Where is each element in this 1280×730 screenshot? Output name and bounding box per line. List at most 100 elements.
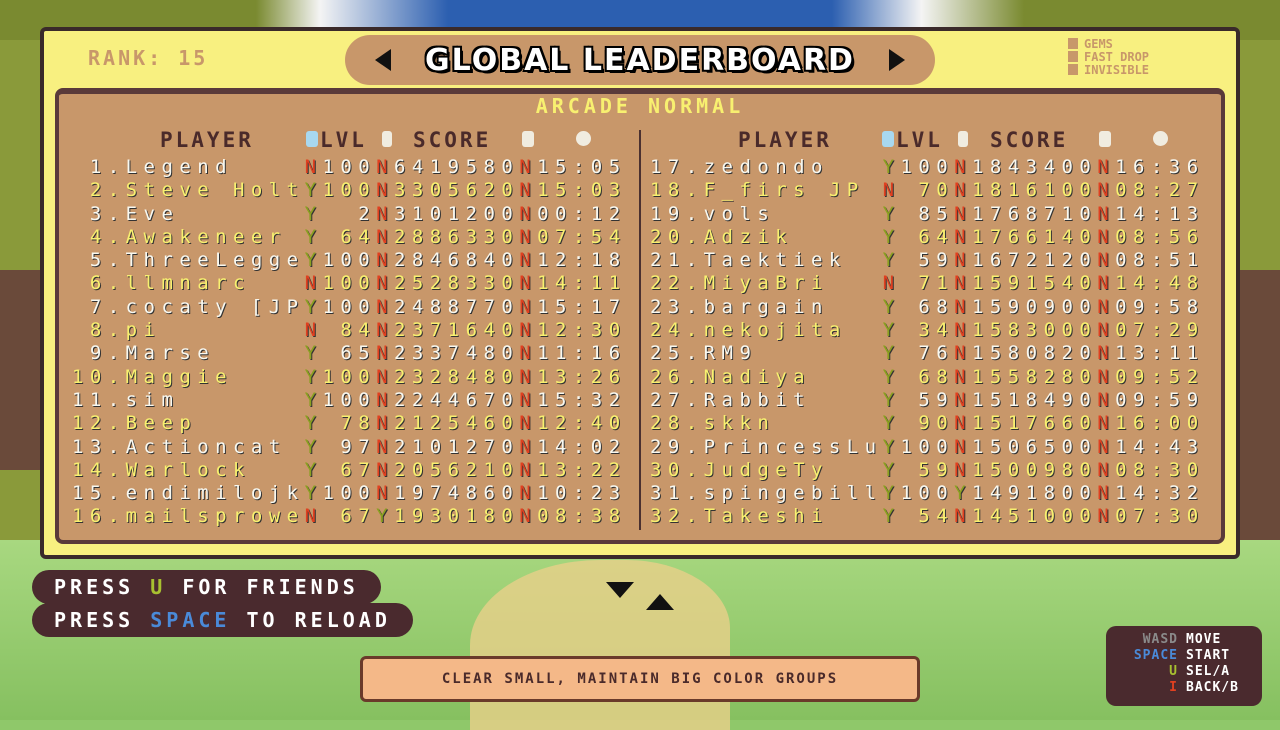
table-row[interactable]: 10.Maggie Y100N2328480N13:26 <box>72 366 627 389</box>
gems-flag: Y <box>304 249 323 272</box>
table-row[interactable]: 26.Nadiya Y 68N1558280N09:52 <box>650 366 1205 389</box>
score-cell: 1583000 <box>972 319 1098 342</box>
score-cell: 1518490 <box>972 388 1098 411</box>
player-name-cell: Takeshi <box>703 505 883 528</box>
rank-cell: 4. <box>72 225 126 248</box>
player-name-cell: Beep <box>125 412 305 435</box>
player-name-cell: vols <box>703 202 883 225</box>
level-cell: 90 <box>900 412 955 435</box>
score-cell: 1558280 <box>972 365 1098 388</box>
fast-drop-flag: N <box>954 295 973 318</box>
level-cell: 70 <box>900 179 955 202</box>
table-row[interactable]: 17.zedondo Y100N1843400N16:36 <box>650 156 1205 179</box>
fast-drop-icon <box>1068 51 1078 62</box>
fast-drop-flag: N <box>376 388 395 411</box>
gems-flag: Y <box>882 482 901 505</box>
gems-flag: Y <box>882 156 901 178</box>
fast-drop-flag: N <box>954 249 973 272</box>
level-cell: 100 <box>900 482 955 505</box>
table-row[interactable]: 19.vols Y 85N1768710N14:13 <box>650 203 1205 226</box>
table-row[interactable]: 16.mailsproweN 67Y1930180N08:38 <box>72 505 627 528</box>
score-cell: 1580820 <box>972 342 1098 365</box>
prev-board-arrow-icon[interactable] <box>375 49 391 71</box>
level-cell: 59 <box>900 249 955 272</box>
table-row[interactable]: 11.sim Y100N2244670N15:32 <box>72 389 627 412</box>
gems-flag: N <box>882 272 901 295</box>
table-row[interactable]: 30.JudgeTy Y 59N1500980N08:30 <box>650 459 1205 482</box>
table-row[interactable]: 18.F_firs JP N 70N1816100N08:27 <box>650 179 1205 202</box>
score-cell: 6419580 <box>394 156 520 178</box>
player-name-cell: llmnarc <box>125 272 305 295</box>
gems-flag: Y <box>304 295 323 318</box>
table-row[interactable]: 5.ThreeLeggeY100N2846840N12:18 <box>72 249 627 272</box>
score-cell: 1506500 <box>972 435 1098 458</box>
gems-flag: Y <box>304 482 323 505</box>
ghost-icon <box>1099 131 1111 147</box>
invisible-flag: N <box>519 458 538 481</box>
scroll-up-arrow-icon[interactable] <box>646 594 674 610</box>
player-name-cell: Legend <box>125 156 305 178</box>
gem-icon <box>1068 38 1078 49</box>
fast-drop-icon <box>382 131 392 147</box>
table-row[interactable]: 2.Steve HoltY100N3305620N15:03 <box>72 179 627 202</box>
scroll-down-arrow-icon[interactable] <box>606 582 634 598</box>
table-row[interactable]: 23.bargain Y 68N1590900N09:58 <box>650 296 1205 319</box>
table-row[interactable]: 22.MiyaBri N 71N1591540N14:48 <box>650 272 1205 295</box>
time-cell: 14:13 <box>1115 202 1205 225</box>
table-row[interactable]: 14.Warlock Y 67N2056210N13:22 <box>72 459 627 482</box>
table-row[interactable]: 12.Beep Y 78N2125460N12:40 <box>72 412 627 435</box>
gems-flag: Y <box>304 388 323 411</box>
table-row[interactable]: 21.Taektiek Y 59N1672120N08:51 <box>650 249 1205 272</box>
time-cell: 11:16 <box>537 342 627 365</box>
table-row[interactable]: 4.Awakeneer Y 64N2886330N07:54 <box>72 226 627 249</box>
rank-cell: 14. <box>72 458 126 481</box>
table-row[interactable]: 27.Rabbit Y 59N1518490N09:59 <box>650 389 1205 412</box>
table-row[interactable]: 13.Actioncat Y 97N2101270N14:02 <box>72 436 627 459</box>
reload-prompt[interactable]: PRESS SPACE TO RELOAD <box>32 603 413 637</box>
table-row[interactable]: 29.PrincessLuY100N1506500N14:43 <box>650 436 1205 459</box>
friends-prompt[interactable]: PRESS U FOR FRIENDS <box>32 570 381 604</box>
time-cell: 12:18 <box>537 249 627 272</box>
table-row[interactable]: 15.endimilojkY100N1974860N10:23 <box>72 482 627 505</box>
gems-flag: Y <box>304 365 323 388</box>
fast-drop-flag: N <box>376 342 395 365</box>
fast-drop-flag: N <box>376 202 395 225</box>
invisible-flag: N <box>1097 505 1116 528</box>
fast-drop-flag: N <box>954 202 973 225</box>
rank-cell: 5. <box>72 249 126 272</box>
rank-cell: 11. <box>72 388 126 411</box>
score-cell: 1517660 <box>972 412 1098 435</box>
rank-cell: 23. <box>650 295 704 318</box>
table-row[interactable]: 7.cocaty [JPY100N2488770N15:17 <box>72 296 627 319</box>
table-row[interactable]: 28.skkn Y 90N1517660N16:00 <box>650 412 1205 435</box>
fast-drop-flag: N <box>376 435 395 458</box>
table-row[interactable]: 20.Adzik Y 64N1766140N08:56 <box>650 226 1205 249</box>
table-row[interactable]: 1.Legend N100N6419580N15:05 <box>72 156 627 179</box>
table-row[interactable]: 31.spingebillY100Y1491800N14:32 <box>650 482 1205 505</box>
player-rank: RANK: 15 <box>88 46 209 70</box>
rank-cell: 7. <box>72 295 126 318</box>
level-cell: 64 <box>900 225 955 248</box>
player-name-cell: Actioncat <box>125 435 305 458</box>
rank-cell: 12. <box>72 412 126 435</box>
next-board-arrow-icon[interactable] <box>889 49 905 71</box>
table-row[interactable]: 8.pi N 84N2371640N12:30 <box>72 319 627 342</box>
table-row[interactable]: 25.RM9 Y 76N1580820N13:11 <box>650 342 1205 365</box>
invisible-flag: N <box>519 249 538 272</box>
player-name-cell: F_firs JP <box>703 179 883 202</box>
fast-drop-flag: N <box>376 458 395 481</box>
time-cell: 09:52 <box>1115 365 1205 388</box>
player-name-cell: endimilojk <box>125 482 305 505</box>
invisible-flag: N <box>1097 295 1116 318</box>
table-row[interactable]: 32.Takeshi Y 54N1451000N07:30 <box>650 505 1205 528</box>
table-row[interactable]: 6.llmnarc N100N2528330N14:11 <box>72 272 627 295</box>
player-name-cell: ThreeLegge <box>125 249 305 272</box>
gems-flag: N <box>882 179 901 202</box>
table-row[interactable]: 24.nekojita Y 34N1583000N07:29 <box>650 319 1205 342</box>
fast-drop-flag: N <box>954 225 973 248</box>
rank-cell: 32. <box>650 505 704 528</box>
table-row[interactable]: 9.Marse Y 65N2337480N11:16 <box>72 342 627 365</box>
table-row[interactable]: 3.Eve Y 2N3101200N00:12 <box>72 203 627 226</box>
gems-flag: Y <box>882 319 901 342</box>
invisible-flag: N <box>1097 482 1116 505</box>
